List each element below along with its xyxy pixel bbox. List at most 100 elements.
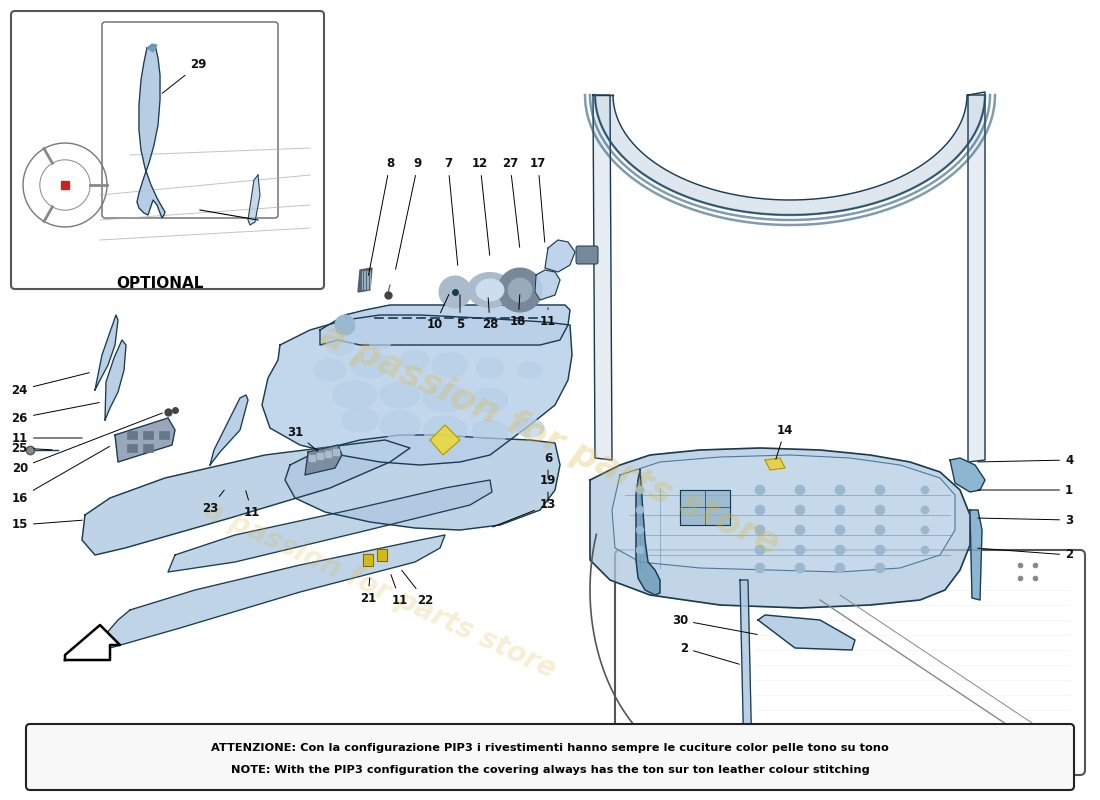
Text: 8: 8	[368, 157, 394, 275]
Text: 7: 7	[444, 157, 458, 266]
Polygon shape	[248, 175, 260, 225]
Polygon shape	[968, 92, 984, 462]
Circle shape	[835, 563, 845, 573]
Text: 24: 24	[12, 373, 89, 397]
Polygon shape	[168, 480, 492, 572]
Text: 28: 28	[482, 298, 498, 331]
Circle shape	[498, 268, 542, 312]
Text: 15: 15	[12, 518, 82, 531]
Text: 6: 6	[543, 451, 552, 478]
Bar	[126, 444, 138, 452]
Ellipse shape	[472, 420, 508, 444]
FancyBboxPatch shape	[11, 11, 324, 289]
Polygon shape	[593, 95, 612, 460]
Circle shape	[874, 545, 886, 555]
FancyBboxPatch shape	[102, 22, 278, 218]
Circle shape	[835, 505, 845, 515]
Text: 31: 31	[287, 426, 318, 451]
Circle shape	[921, 486, 929, 494]
Text: 4: 4	[978, 454, 1074, 466]
Ellipse shape	[326, 335, 354, 355]
Circle shape	[795, 505, 805, 515]
Polygon shape	[65, 625, 120, 660]
Text: 21: 21	[360, 578, 376, 605]
Circle shape	[874, 563, 886, 573]
Text: 18: 18	[509, 294, 526, 328]
Text: 12: 12	[472, 157, 490, 255]
Circle shape	[874, 485, 886, 495]
Circle shape	[636, 526, 644, 534]
Circle shape	[795, 563, 805, 573]
Polygon shape	[680, 490, 730, 525]
Text: 2: 2	[680, 642, 739, 664]
Ellipse shape	[472, 388, 508, 412]
Circle shape	[921, 526, 929, 534]
Polygon shape	[950, 458, 984, 492]
Bar	[143, 431, 153, 439]
FancyBboxPatch shape	[615, 550, 1085, 775]
Circle shape	[755, 485, 764, 495]
Polygon shape	[116, 418, 175, 462]
Polygon shape	[210, 395, 248, 465]
Text: 11: 11	[390, 574, 408, 606]
Polygon shape	[358, 268, 372, 292]
Ellipse shape	[516, 419, 544, 437]
Circle shape	[336, 315, 355, 335]
Ellipse shape	[468, 273, 513, 307]
Text: 3: 3	[978, 514, 1074, 526]
Circle shape	[835, 525, 845, 535]
Text: 2: 2	[978, 548, 1074, 562]
Ellipse shape	[432, 353, 468, 377]
Circle shape	[835, 485, 845, 495]
Polygon shape	[590, 448, 970, 608]
Text: 23: 23	[202, 490, 224, 514]
Text: 1: 1	[978, 483, 1074, 497]
Bar	[143, 444, 153, 452]
Polygon shape	[285, 435, 560, 530]
Polygon shape	[430, 425, 460, 455]
Bar	[160, 431, 169, 439]
Text: 11: 11	[244, 490, 260, 518]
Text: 5: 5	[455, 294, 464, 331]
Polygon shape	[147, 44, 157, 52]
Ellipse shape	[476, 358, 504, 378]
Circle shape	[921, 546, 929, 554]
Ellipse shape	[518, 362, 542, 378]
Polygon shape	[363, 554, 373, 566]
Circle shape	[755, 563, 764, 573]
Text: a passion for parts store: a passion for parts store	[199, 496, 561, 684]
Polygon shape	[595, 95, 984, 215]
Ellipse shape	[333, 381, 377, 409]
Text: 9: 9	[396, 157, 422, 270]
Ellipse shape	[476, 279, 504, 301]
Ellipse shape	[368, 331, 392, 349]
Polygon shape	[320, 305, 570, 345]
Polygon shape	[262, 315, 572, 465]
Text: 27: 27	[502, 157, 519, 247]
Ellipse shape	[350, 352, 390, 378]
Polygon shape	[104, 340, 126, 420]
Text: 19: 19	[540, 474, 557, 502]
Circle shape	[755, 545, 764, 555]
Polygon shape	[95, 315, 118, 390]
Circle shape	[755, 525, 764, 535]
Circle shape	[636, 506, 644, 514]
Polygon shape	[544, 240, 575, 272]
Text: NOTE: With the PIP3 configuration the covering always has the ton sur ton leathe: NOTE: With the PIP3 configuration the co…	[231, 765, 869, 775]
Ellipse shape	[424, 384, 468, 412]
Ellipse shape	[379, 411, 420, 439]
Circle shape	[795, 485, 805, 495]
Polygon shape	[740, 580, 752, 760]
Text: 17: 17	[530, 157, 546, 242]
Circle shape	[795, 545, 805, 555]
Text: 20: 20	[12, 413, 163, 474]
Text: 22: 22	[402, 570, 433, 606]
Ellipse shape	[342, 408, 378, 432]
Text: 14: 14	[776, 423, 793, 459]
Text: ATTENZIONE: Con la configurazione PIP3 i rivestimenti hanno sempre le cuciture c: ATTENZIONE: Con la configurazione PIP3 i…	[211, 743, 889, 753]
Polygon shape	[970, 510, 982, 600]
Circle shape	[508, 278, 532, 302]
Text: a passion for parts store: a passion for parts store	[315, 318, 785, 562]
Polygon shape	[377, 549, 387, 561]
Text: 11: 11	[12, 431, 82, 445]
